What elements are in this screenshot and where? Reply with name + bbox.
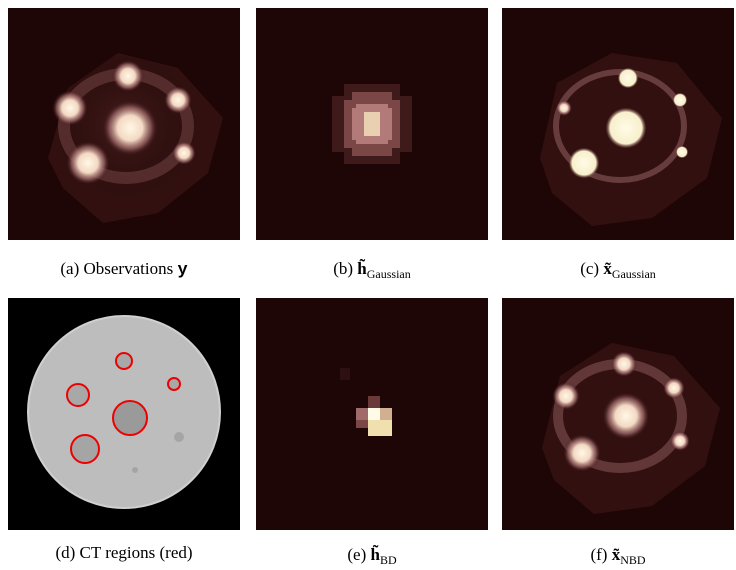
caption-part: (c)	[580, 259, 599, 278]
caption-part: (b)	[333, 259, 353, 278]
image-x-nbd	[502, 298, 734, 530]
caption-part: BD	[380, 553, 397, 567]
caption: (d) CT regions (red)	[55, 543, 192, 562]
caption-part: Gaussian	[612, 267, 656, 281]
caption-part: (d) CT regions (red)	[55, 543, 192, 562]
caption: (e) h̃BD	[347, 544, 397, 567]
caption-part: NBD	[620, 553, 646, 567]
image-ct-regions	[8, 298, 240, 530]
caption: (b) h̃Gaussian	[333, 258, 411, 281]
caption-part: (e)	[347, 545, 366, 564]
image-observations	[8, 8, 240, 240]
caption: (c) x̃Gaussian	[580, 259, 656, 281]
figure: (a) Observations y (b) h̃Gaussian (c) x̃…	[0, 0, 736, 570]
image-psf-bd	[256, 298, 488, 530]
caption-part: (f)	[590, 545, 607, 564]
caption-part: (a) Observations	[60, 259, 173, 278]
caption-part: y	[177, 261, 187, 280]
caption: (f) x̃NBD	[590, 545, 645, 567]
caption-part: Gaussian	[367, 267, 411, 281]
image-x-gaussian	[502, 8, 734, 240]
caption: (a) Observations y	[60, 259, 187, 280]
image-psf-gaussian	[256, 8, 488, 240]
